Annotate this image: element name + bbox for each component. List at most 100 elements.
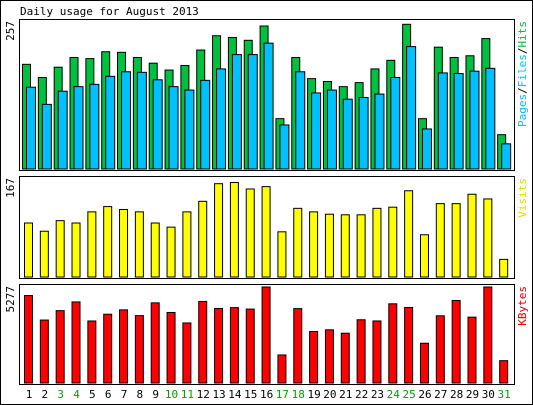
visits-bar bbox=[24, 222, 33, 278]
kbytes-bar bbox=[293, 308, 303, 384]
kbytes-bar bbox=[277, 354, 287, 384]
x-axis-label: 6 bbox=[105, 388, 112, 401]
visits-panel-frame bbox=[19, 176, 515, 279]
visits-bar bbox=[388, 206, 398, 278]
x-axis-label: 27 bbox=[434, 388, 447, 401]
legend-visits: Visits bbox=[516, 178, 529, 218]
visits-bar bbox=[71, 222, 81, 278]
legend-hits: Hits bbox=[516, 21, 529, 48]
x-axis-label: 8 bbox=[137, 388, 144, 401]
visits-panel-legend: Visits bbox=[516, 178, 529, 218]
kbytes-bar bbox=[245, 308, 255, 384]
x-axis-label: 31 bbox=[498, 388, 511, 401]
files-bar bbox=[374, 93, 385, 170]
visits-bar bbox=[293, 207, 303, 278]
x-axis-label: 29 bbox=[466, 388, 479, 401]
kbytes-bar bbox=[356, 319, 366, 384]
kbytes-bar bbox=[182, 322, 192, 384]
x-axis-label: 10 bbox=[165, 388, 178, 401]
files-bar bbox=[26, 86, 36, 170]
kbytes-bar bbox=[467, 316, 477, 384]
kbytes-bar bbox=[229, 307, 239, 384]
kbytes-bar bbox=[39, 319, 49, 384]
x-axis-label: 22 bbox=[355, 388, 368, 401]
files-bar bbox=[295, 71, 306, 170]
x-axis-label: 24 bbox=[387, 388, 401, 401]
visits-bar bbox=[356, 214, 366, 278]
legend-separator: / bbox=[516, 87, 529, 94]
files-bar bbox=[152, 79, 163, 170]
x-axis-label: 4 bbox=[73, 388, 80, 401]
visits-bar bbox=[134, 211, 144, 278]
files-bar bbox=[168, 86, 179, 170]
visits-bar bbox=[309, 211, 319, 278]
files-bar bbox=[406, 46, 417, 170]
hits-files-pages-panel-ymax-label: 257 bbox=[4, 21, 17, 41]
files-bar bbox=[105, 75, 116, 170]
kbytes-bar bbox=[372, 320, 382, 384]
kbytes-bar bbox=[483, 286, 493, 384]
kbytes-panel-frame bbox=[19, 284, 515, 385]
x-axis-label: 16 bbox=[260, 388, 273, 401]
files-bar bbox=[247, 54, 258, 170]
x-axis-label: 1 bbox=[26, 388, 33, 401]
x-axis-label: 23 bbox=[371, 388, 384, 401]
files-bar bbox=[136, 71, 147, 170]
x-axis-label: 20 bbox=[323, 388, 336, 401]
visits-bar bbox=[150, 222, 160, 278]
visits-bar bbox=[166, 226, 176, 278]
legend-pages: Pages bbox=[516, 94, 529, 127]
legend-files: Files bbox=[516, 54, 529, 87]
x-axis-label: 19 bbox=[307, 388, 320, 401]
visits-bar bbox=[404, 190, 414, 278]
x-axis-label: 14 bbox=[228, 388, 242, 401]
x-axis-label: 17 bbox=[276, 388, 289, 401]
files-bar bbox=[469, 70, 480, 170]
files-bar bbox=[200, 79, 211, 170]
kbytes-bar bbox=[499, 360, 509, 384]
kbytes-bar bbox=[388, 303, 398, 384]
files-bar bbox=[279, 124, 290, 170]
x-axis-label: 13 bbox=[212, 388, 225, 401]
kbytes-panel-ymax-label: 5277 bbox=[4, 286, 17, 313]
kbytes-bar bbox=[71, 301, 81, 384]
files-bar bbox=[390, 76, 401, 170]
visits-bar bbox=[198, 200, 208, 278]
x-axis-label: 9 bbox=[152, 388, 159, 401]
hits-files-pages-panel-legend: Pages/Files/Hits bbox=[516, 21, 529, 127]
kbytes-bar bbox=[134, 315, 144, 384]
kbytes-bar bbox=[435, 315, 445, 384]
visits-bar bbox=[214, 183, 224, 278]
visits-bar bbox=[467, 193, 477, 278]
visits-bar bbox=[435, 203, 445, 278]
files-bar bbox=[342, 98, 353, 170]
files-bar bbox=[326, 89, 337, 170]
visits-bar bbox=[277, 231, 287, 278]
files-bar bbox=[231, 54, 242, 170]
x-axis-label: 12 bbox=[197, 388, 210, 401]
kbytes-bar bbox=[24, 295, 33, 384]
x-axis-label: 2 bbox=[42, 388, 49, 401]
files-bar bbox=[121, 71, 132, 170]
files-bar bbox=[453, 72, 464, 170]
visits-bar bbox=[245, 188, 255, 278]
chart-title: Daily usage for August 2013 bbox=[20, 5, 199, 18]
visits-bar bbox=[182, 211, 192, 278]
kbytes-bar bbox=[419, 342, 429, 384]
visits-panel: 167 Visits bbox=[4, 176, 529, 279]
visits-bar bbox=[261, 186, 271, 278]
x-axis-label: 26 bbox=[418, 388, 431, 401]
x-axis-label: 11 bbox=[181, 388, 194, 401]
kbytes-bar bbox=[150, 302, 160, 384]
visits-bar bbox=[87, 211, 97, 278]
kbytes-bar bbox=[166, 311, 176, 384]
x-axis-label: 15 bbox=[244, 388, 257, 401]
files-bar bbox=[501, 143, 512, 170]
x-axis-label: 5 bbox=[89, 388, 96, 401]
x-axis-label: 28 bbox=[450, 388, 463, 401]
x-axis-label: 30 bbox=[482, 388, 495, 401]
visits-bar bbox=[39, 230, 49, 278]
kbytes-bar bbox=[214, 307, 224, 384]
files-bar bbox=[41, 103, 52, 170]
files-bar bbox=[89, 83, 100, 170]
